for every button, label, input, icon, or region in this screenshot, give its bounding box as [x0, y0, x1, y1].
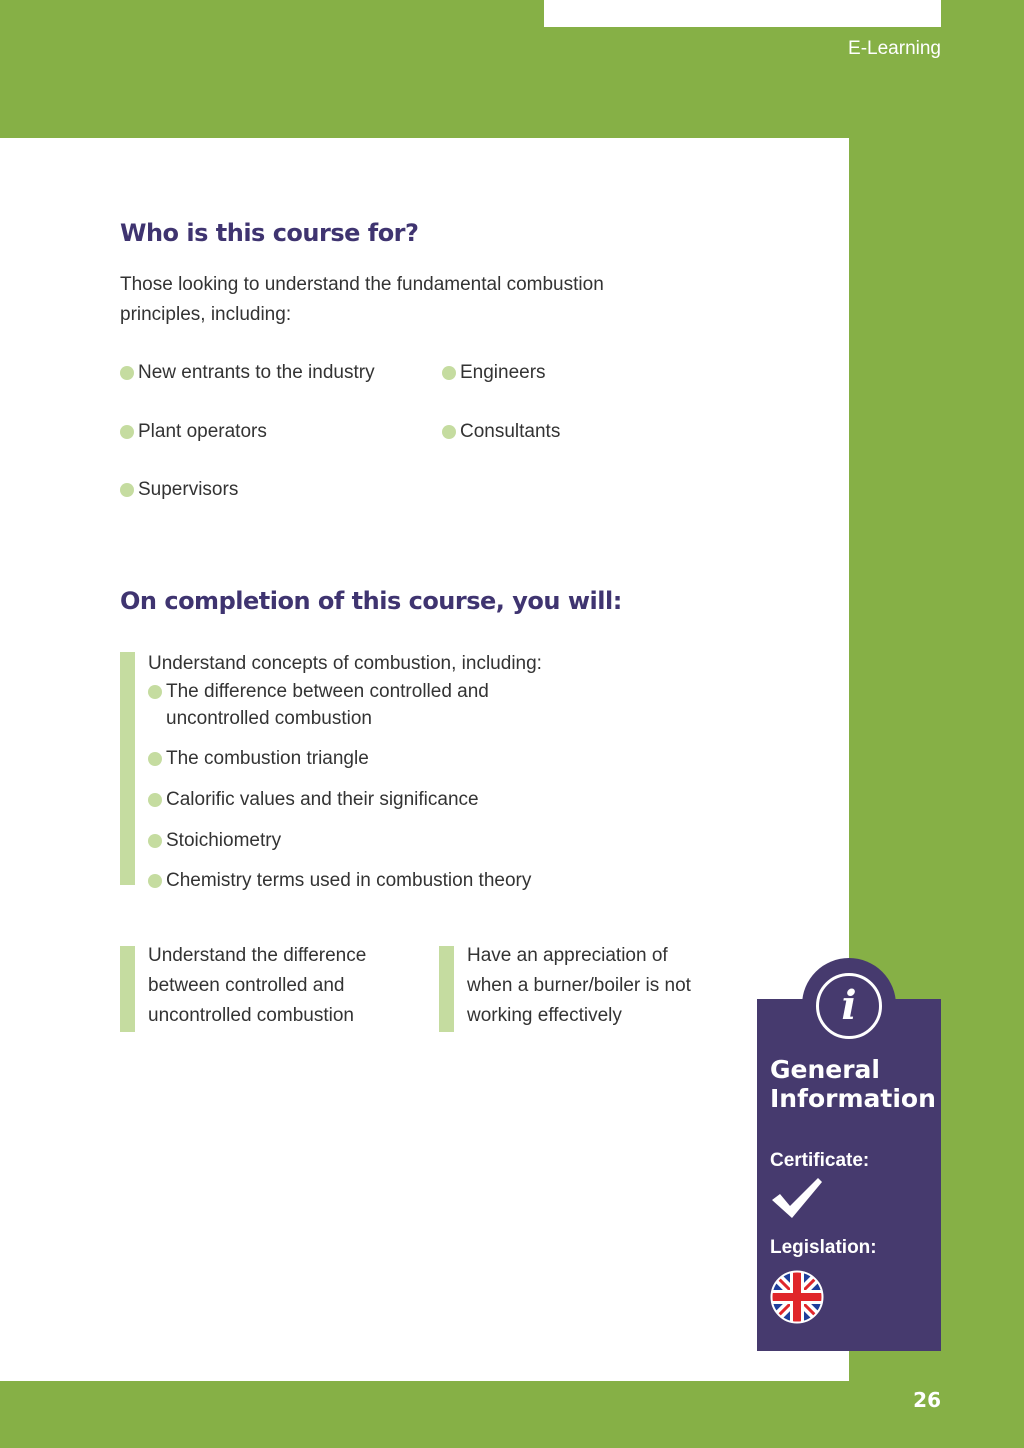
list-item: Stoichiometry — [148, 827, 281, 854]
list-item: The combustion triangle — [148, 745, 369, 772]
list-item: Consultants — [442, 418, 560, 445]
accent-bar — [439, 946, 454, 1032]
info-icon: i — [816, 973, 882, 1039]
content-page — [0, 138, 849, 1381]
legislation-label: Legislation: — [770, 1237, 877, 1258]
outcome-main: Understand concepts of combustion, inclu… — [148, 653, 542, 674]
page-number: 26 — [913, 1388, 941, 1412]
section-label: E-Learning — [848, 38, 941, 59]
list-item: Supervisors — [120, 476, 238, 503]
top-tab — [544, 0, 941, 27]
accent-bar — [120, 652, 135, 885]
accent-bar — [120, 946, 135, 1032]
list-item: Engineers — [442, 359, 546, 386]
info-title: General Information — [770, 1055, 936, 1113]
certificate-label: Certificate: — [770, 1150, 870, 1171]
audience-heading: Who is this course for? — [120, 219, 419, 247]
list-item: Calorific values and their significance — [148, 786, 479, 813]
list-item: New entrants to the industry — [120, 359, 375, 386]
outcome-extra: Understand the difference between contro… — [148, 945, 367, 1026]
outcome-extra: Have an appreciation of when a burner/bo… — [467, 945, 691, 1026]
list-item: Plant operators — [120, 418, 267, 445]
list-item: Chemistry terms used in combustion theor… — [148, 867, 531, 894]
uk-flag-icon — [770, 1270, 824, 1324]
list-item: The difference between controlled and un… — [148, 678, 508, 732]
audience-intro: Those looking to understand the fundamen… — [120, 274, 604, 325]
outcomes-heading: On completion of this course, you will: — [120, 587, 622, 615]
check-icon — [772, 1178, 822, 1218]
